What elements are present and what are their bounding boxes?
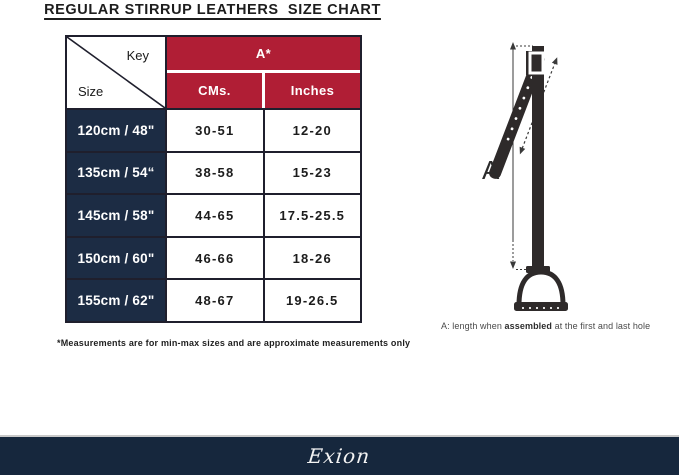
cms-value: 30-51 [167,110,263,151]
caption-prefix: A: length when [441,321,505,331]
inches-value: 15-23 [262,152,360,194]
table-row: 155cm / 62" 48-67 19-26.5 [67,278,360,321]
size-label: 155cm / 62" [67,280,167,321]
measurement-header-group: A* CMs. Inches [167,37,360,108]
column-header-inches: Inches [265,73,360,108]
table-row: 150cm / 60" 46-66 18-26 [67,235,360,279]
diagram-caption: A: length when assembled at the first an… [441,321,650,331]
size-chart-table: Key Size A* CMs. Inches 120cm / 48" 30-5… [65,35,362,323]
stirrup-slot-bar [526,266,550,273]
table-row: 145cm / 58" 44-65 17.5-25.5 [67,193,360,236]
corner-size-label: Size [78,84,104,99]
main-strap [526,46,550,273]
table-header: Key Size A* CMs. Inches [67,37,360,108]
footer-bar: Exion [0,435,679,475]
size-label: 135cm / 54“ [67,152,167,194]
dimension-label-a: A [482,155,500,185]
table-row: 120cm / 48" 30-51 12-20 [67,108,360,151]
inches-value: 17.5-25.5 [262,195,360,236]
size-label: 145cm / 58" [67,195,167,236]
dimension-line-a [510,42,533,270]
size-label: 120cm / 48" [67,110,167,151]
buckle [528,51,545,75]
corner-key-label: Key [126,48,149,63]
cms-value: 48-67 [167,280,263,321]
brand-logo: Exion [307,444,372,468]
size-label: 150cm / 60" [67,237,167,279]
inches-value: 18-26 [262,237,360,279]
unit-header-row: CMs. Inches [167,73,360,108]
column-header-cms: CMs. [167,73,265,108]
measurements-footnote: *Measurements are for min-max sizes and … [57,338,411,348]
caption-suffix: at the first and last hole [551,321,651,331]
inches-value: 12-20 [262,110,360,151]
column-group-header-a: A* [167,37,360,73]
page-title: REGULAR STIRRUP LEATHERS SIZE CHART [44,2,381,18]
stirrup-iron [514,269,568,311]
cms-value: 44-65 [167,195,263,236]
key-size-corner-cell: Key Size [67,37,167,108]
table-row: 135cm / 54“ 38-58 15-23 [67,150,360,194]
diagonal-divider [67,37,165,108]
cms-value: 38-58 [167,152,263,194]
inches-value: 19-26.5 [262,280,360,321]
caption-bold: assembled [504,321,552,331]
stirrup-leather-diagram: A [482,42,568,311]
cms-value: 46-66 [167,237,263,279]
